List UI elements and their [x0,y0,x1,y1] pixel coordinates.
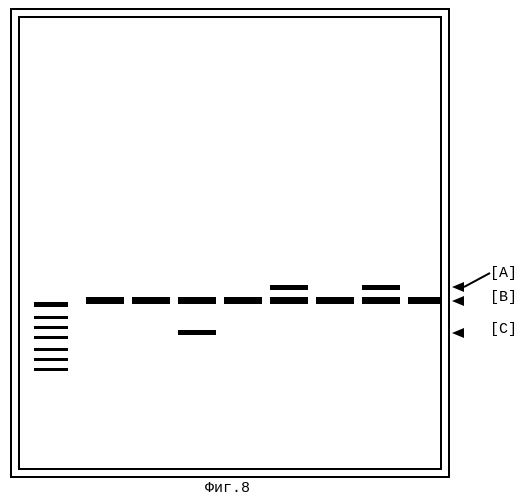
gel-inner-frame [18,16,442,470]
lane-band [86,297,124,304]
arrow-a [452,282,464,292]
lane-band [362,285,400,290]
lane-band [270,285,308,290]
lane-band [408,297,440,304]
arrow-c [452,328,464,338]
ladder-band [34,316,68,319]
ladder-band [34,336,68,339]
lane-band [178,297,216,304]
label-c: [C] [490,321,517,338]
ladder-band [34,348,68,351]
label-a: [A] [490,265,517,282]
lane-band [178,330,216,335]
figure-canvas: [A] [B] [C] Фиг.8 [0,0,523,500]
lane-band [224,297,262,304]
figure-caption: Фиг.8 [205,480,250,497]
ladder-band [34,358,68,361]
lane-band [316,297,354,304]
ladder-band [34,302,68,307]
lane-band [132,297,170,304]
arrow-b [452,296,464,306]
lane-band [362,297,400,304]
ladder-band [34,326,68,329]
ladder-band [34,368,68,371]
label-b: [B] [490,289,517,306]
lane-band [270,297,308,304]
